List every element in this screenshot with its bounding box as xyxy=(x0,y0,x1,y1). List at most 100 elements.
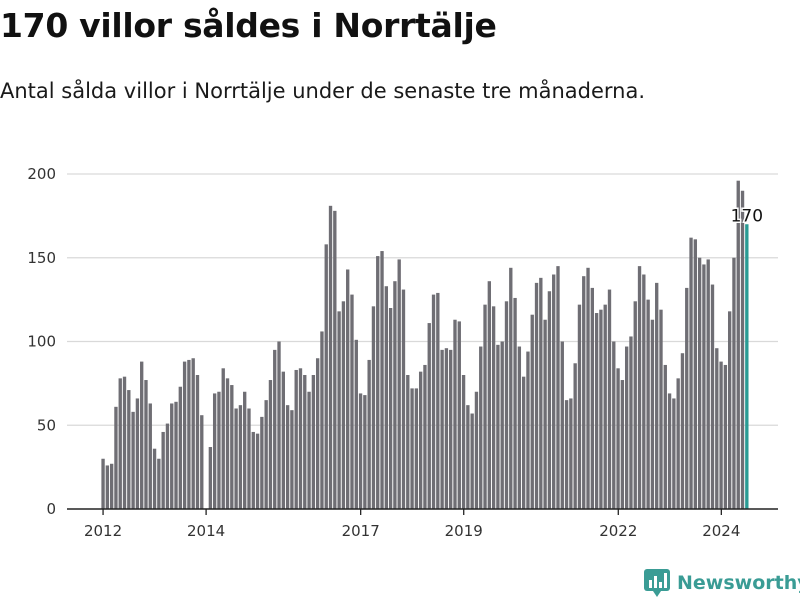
bar xyxy=(655,282,659,509)
bar xyxy=(401,289,406,509)
bar xyxy=(354,339,358,509)
bar xyxy=(264,400,268,510)
bar xyxy=(560,341,564,509)
bar xyxy=(573,363,577,509)
brand-name: Newsworthy xyxy=(677,572,800,594)
bar xyxy=(234,408,238,509)
bar xyxy=(315,358,320,509)
y-tick-label: 150 xyxy=(27,249,56,267)
bar xyxy=(676,378,680,509)
y-tick-label: 0 xyxy=(46,500,56,518)
y-tick-label: 200 xyxy=(27,165,56,183)
bar xyxy=(642,274,646,509)
bar xyxy=(311,375,316,509)
y-tick-label: 50 xyxy=(37,416,56,434)
brand: Newsworthy xyxy=(644,568,800,598)
bar xyxy=(727,311,732,509)
bar xyxy=(431,294,436,509)
bar xyxy=(637,266,642,510)
y-tick-label: 100 xyxy=(27,333,56,351)
bar-chart: 0 50 100 150 200 2012 2014 2017 2019 2022 2024 170 xyxy=(27,165,778,540)
bar xyxy=(513,297,517,509)
bar xyxy=(148,403,152,509)
bar xyxy=(298,368,303,509)
bar xyxy=(612,341,616,509)
bar xyxy=(122,376,127,509)
bar xyxy=(466,405,470,509)
bar xyxy=(577,304,582,509)
bar xyxy=(127,390,131,509)
bar xyxy=(358,393,363,509)
bar xyxy=(161,431,165,509)
bar xyxy=(423,364,427,509)
bar xyxy=(659,309,663,509)
bar xyxy=(453,319,457,509)
bar xyxy=(440,349,444,510)
bar xyxy=(217,391,221,509)
bar xyxy=(740,190,745,509)
bar xyxy=(569,398,573,509)
bar xyxy=(504,301,509,509)
bar xyxy=(109,463,114,509)
bar xyxy=(285,405,290,509)
bar xyxy=(191,358,195,509)
chart-title: 170 villor såldes i Norrtälje xyxy=(0,6,497,45)
bar xyxy=(543,319,547,509)
bar xyxy=(702,264,706,509)
bar xyxy=(547,291,552,509)
bar xyxy=(371,306,376,509)
bar xyxy=(410,388,414,509)
bar xyxy=(697,257,702,509)
bar xyxy=(118,378,122,509)
bar xyxy=(376,256,380,509)
x-tick-label: 2022 xyxy=(599,522,637,540)
bar xyxy=(247,408,251,509)
bar xyxy=(384,286,388,509)
bar xyxy=(212,393,217,509)
bar xyxy=(693,239,697,509)
bar xyxy=(521,376,526,509)
bar xyxy=(328,205,333,509)
bar xyxy=(350,294,354,509)
bar xyxy=(530,314,534,509)
bar xyxy=(277,341,281,509)
bar xyxy=(517,346,522,509)
bar xyxy=(534,282,539,509)
bar xyxy=(715,348,719,509)
bar xyxy=(225,378,230,509)
bar xyxy=(710,284,715,509)
bar xyxy=(363,395,367,509)
bar xyxy=(388,308,393,509)
bar xyxy=(165,423,170,509)
bar xyxy=(564,400,569,510)
bar xyxy=(255,433,260,510)
bar xyxy=(646,299,650,510)
bar xyxy=(449,349,453,510)
bar xyxy=(620,380,625,509)
highlight-data-label: 170 xyxy=(731,206,763,226)
bar xyxy=(320,331,324,509)
newsworthy-logo-icon xyxy=(644,569,670,597)
bar xyxy=(273,349,277,510)
bar xyxy=(200,415,204,509)
bar xyxy=(479,346,483,509)
bar xyxy=(131,411,135,509)
bar xyxy=(457,321,461,509)
bar xyxy=(723,364,728,509)
bar xyxy=(290,410,294,509)
bar xyxy=(243,391,247,509)
bar xyxy=(260,416,264,510)
axes xyxy=(67,508,778,515)
bar xyxy=(114,406,118,509)
bar xyxy=(101,458,105,509)
bar xyxy=(599,309,603,509)
bar xyxy=(393,281,397,509)
bar xyxy=(178,386,182,509)
bar xyxy=(294,369,298,509)
labels: 0 50 100 150 200 2012 2014 2017 2019 2022 2024 170 xyxy=(27,165,764,540)
bar xyxy=(144,380,148,509)
bar xyxy=(414,388,419,509)
bar xyxy=(436,292,440,509)
bar xyxy=(427,323,431,509)
bar xyxy=(221,368,225,509)
